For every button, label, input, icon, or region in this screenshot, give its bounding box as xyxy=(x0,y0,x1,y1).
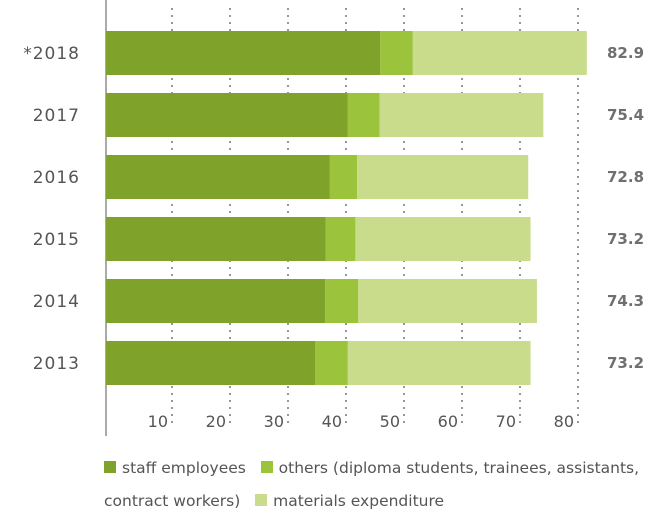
legend-swatch-materials xyxy=(255,494,268,506)
bar-2014-series-0 xyxy=(106,279,326,323)
bar-2017-series-2 xyxy=(379,93,544,137)
legend-label-others: others (diploma students, trainees, assi… xyxy=(104,459,640,510)
legend-label-materials: materials expenditure xyxy=(273,492,445,510)
bar-2018-series-1 xyxy=(380,31,413,75)
bar-2013-series-1 xyxy=(315,341,348,385)
bar-2017-series-0 xyxy=(106,93,348,137)
legend: staff employees others (diploma students… xyxy=(104,452,644,518)
legend-item-staff: staff employees xyxy=(104,459,246,477)
total-label: 73.2 xyxy=(607,230,644,248)
x-tick-label-40: 40 xyxy=(322,412,342,431)
x-tick-label-20: 20 xyxy=(206,412,226,431)
bar-2016-series-2 xyxy=(357,155,529,199)
bar-2015-series-2 xyxy=(355,217,531,261)
x-tick-labels: 10 20 30 40 50 60 70 80 xyxy=(148,412,574,431)
total-label: 73.2 xyxy=(607,354,644,372)
total-label: 75.4 xyxy=(607,106,644,124)
bar-2013-series-2 xyxy=(347,341,531,385)
total-label: 72.8 xyxy=(607,168,644,186)
bars xyxy=(106,31,587,385)
x-tick-label-50: 50 xyxy=(380,412,400,431)
x-tick-label-70: 70 xyxy=(496,412,516,431)
legend-label-staff: staff employees xyxy=(122,459,246,477)
x-tick-label-60: 60 xyxy=(438,412,458,431)
x-tick-label-80: 80 xyxy=(554,412,574,431)
category-label: 2015 xyxy=(33,230,80,250)
y-labels: *2018 2017 2016 2015 2014 2013 xyxy=(23,44,80,374)
legend-swatch-others xyxy=(260,461,273,473)
x-tick-label-10: 10 xyxy=(148,412,168,431)
legend-swatch-staff xyxy=(104,461,116,473)
bar-2016-series-0 xyxy=(106,155,330,199)
category-label: *2018 xyxy=(23,44,80,64)
category-label: 2016 xyxy=(33,168,80,188)
x-tick-label-30: 30 xyxy=(264,412,284,431)
bar-2014-series-2 xyxy=(358,279,537,323)
bar-2018-series-2 xyxy=(412,31,587,75)
category-label: 2017 xyxy=(33,106,80,126)
bar-2015-series-1 xyxy=(325,217,356,261)
category-label: 2014 xyxy=(33,292,80,312)
bar-2017-series-1 xyxy=(347,93,380,137)
bar-2014-series-1 xyxy=(325,279,359,323)
legend-item-materials: materials expenditure xyxy=(245,492,444,510)
total-labels: 82.9 75.4 72.8 73.2 74.3 73.2 xyxy=(607,44,644,372)
legend-item-others: others (diploma students, trainees, assi… xyxy=(104,459,639,510)
bar-2018-series-0 xyxy=(106,31,381,75)
bar-2015-series-0 xyxy=(106,217,326,261)
bar-2013-series-0 xyxy=(106,341,316,385)
total-label: 82.9 xyxy=(607,44,644,62)
category-label: 2013 xyxy=(33,354,80,374)
total-label: 74.3 xyxy=(607,292,644,310)
bar-2016-series-1 xyxy=(329,155,358,199)
